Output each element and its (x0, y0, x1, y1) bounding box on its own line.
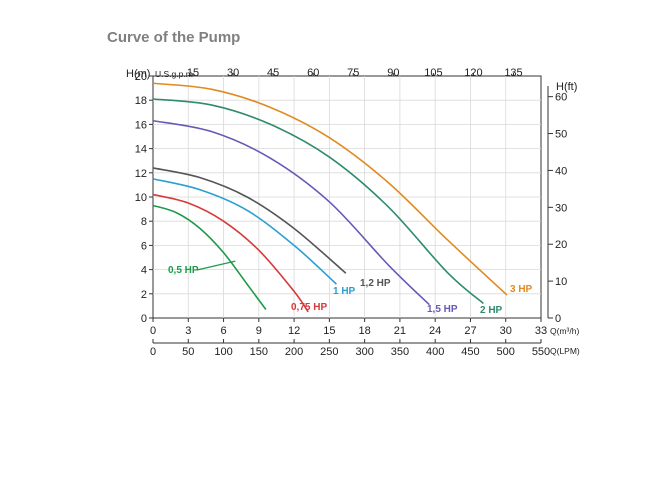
curve-1-hp (152, 178, 337, 285)
curve-label-leader (196, 260, 236, 271)
x-axis-label-lpm: Q(LPM) (550, 346, 580, 356)
top-tick-label: 75 (347, 67, 359, 79)
x-tick-label-m3h: 27 (464, 325, 476, 337)
y-tick-label-ft: 0 (555, 313, 561, 325)
curve-1-5-hp (152, 119, 430, 306)
y-tick-label-m: 2 (141, 289, 147, 301)
y-tick-label-ft: 60 (555, 92, 567, 104)
x-tick-label-m3h: 18 (359, 325, 371, 337)
x-tick-label-m3h: 33 (535, 325, 547, 337)
top-tick-label: 45 (267, 67, 279, 79)
top-tick-label: 60 (307, 67, 319, 79)
curve-label: 3 HP (510, 284, 533, 295)
x-tick-label-m3h: 24 (429, 325, 441, 337)
curve-label: 2 HP (480, 305, 503, 316)
x-tick-label-m3h: 0 (150, 325, 156, 337)
x-tick-label-m3h: 3 (185, 325, 191, 337)
y-tick-label-m: 6 (141, 240, 147, 252)
y-tick-label-ft: 40 (555, 165, 567, 177)
chart-title: Curve of the Pump (107, 29, 241, 46)
curve-1-2-hp (152, 167, 347, 274)
x-tick-label-lpm: 0 (150, 346, 156, 358)
curve-3-hp (152, 82, 508, 296)
x-tick-label-lpm: 550 (532, 346, 550, 358)
y-tick-label-m: 8 (141, 216, 147, 228)
top-tick-label: 15 (187, 67, 199, 79)
x-tick-label-lpm: 250 (320, 346, 338, 358)
x-tick-label-lpm: 400 (426, 346, 444, 358)
y-tick-label-ft: 10 (555, 276, 567, 288)
y-tick-label-ft: 20 (555, 239, 567, 251)
x-tick-label-lpm: 100 (214, 346, 232, 358)
x-tick-label-m3h: 6 (220, 325, 226, 337)
x-tick-label-m3h: 15 (323, 325, 335, 337)
y-tick-label-m: 18 (135, 95, 147, 107)
y-tick-label-ft: 50 (555, 129, 567, 141)
y-tick-label-ft: 30 (555, 202, 567, 214)
x-tick-label-lpm: 500 (497, 346, 515, 358)
x-tick-label-m3h: 21 (394, 325, 406, 337)
y-tick-label-m: 10 (135, 192, 147, 204)
curve-0-5-hp (152, 204, 267, 311)
y-tick-label-m: 14 (135, 144, 147, 156)
y-tick-label-m: 20 (135, 71, 147, 83)
top-tick-label: 135 (504, 67, 522, 79)
x-tick-label-lpm: 300 (355, 346, 373, 358)
curve-label: 1 HP (333, 286, 356, 297)
x-tick-label-m3h: 30 (500, 325, 512, 337)
top-tick-label: 30 (227, 67, 239, 79)
y-tick-label-m: 12 (135, 168, 147, 180)
y-tick-label-m: 4 (141, 265, 147, 277)
curve-0-75-hp (152, 193, 309, 313)
y-axis-label-right: H(ft) (556, 81, 577, 93)
curve-label: 1,5 HP (427, 304, 458, 315)
x-tick-label-m3h: 9 (256, 325, 262, 337)
x-tick-label-m3h: 12 (288, 325, 300, 337)
y-tick-label-m: 16 (135, 119, 147, 131)
x-tick-label-lpm: 450 (461, 346, 479, 358)
x-axis-label-m3h: Q(m³/h) (550, 326, 579, 336)
x-tick-label-lpm: 350 (391, 346, 409, 358)
y-axis-label-left: H(m) (126, 68, 150, 80)
curve-label: 0,5 HP (168, 265, 199, 276)
top-tick-label: 105 (424, 67, 442, 79)
curve-label: 1,2 HP (360, 278, 391, 289)
curve-label: 0,75 HP (291, 302, 327, 313)
x-tick-label-lpm: 50 (182, 346, 194, 358)
x-tick-label-lpm: 150 (250, 346, 268, 358)
top-tick-label: 120 (464, 67, 482, 79)
x-tick-label-lpm: 200 (285, 346, 303, 358)
y-tick-label-m: 0 (141, 313, 147, 325)
top-tick-label: 90 (387, 67, 399, 79)
curve-2-hp (152, 98, 484, 305)
top-axis-label: U.S.g.p.m (155, 69, 193, 79)
